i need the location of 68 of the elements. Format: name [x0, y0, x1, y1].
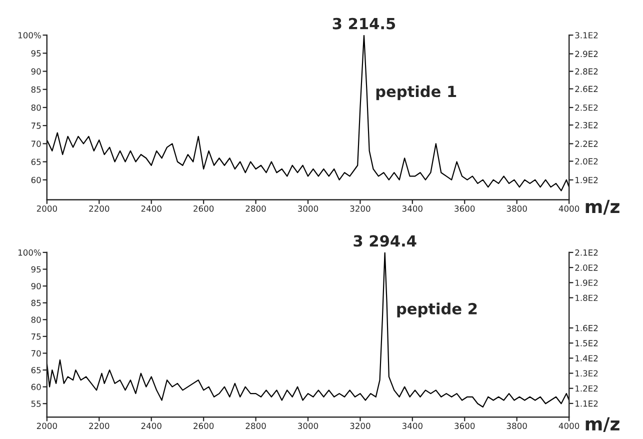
- y-tick-label: 70: [31, 350, 41, 356]
- x-tick-label: 3200: [350, 422, 370, 430]
- x-tick-label: 3800: [506, 205, 527, 212]
- y-tick-label: 75: [31, 334, 41, 340]
- x-tick-label: 2800: [246, 205, 266, 212]
- text: 3 294.4: [354, 235, 416, 247]
- x-tick-label: 2600: [194, 205, 214, 212]
- x-tick-label: 2200: [89, 205, 110, 212]
- x-tick-label: 2400: [141, 422, 162, 430]
- x-tick-label: 3400: [402, 422, 422, 430]
- y2-tick-label: 1.1E2: [576, 400, 598, 407]
- x-axis-title: m/z: [586, 200, 620, 215]
- y2-tick-label: 1.9E2: [576, 280, 598, 286]
- y2-tick-label: 1.2E2: [576, 385, 598, 392]
- y-tick-label: 60: [31, 176, 41, 184]
- y-tick-label: 100%: [18, 249, 41, 256]
- y2-tick-label: 3.1E2: [575, 32, 598, 38]
- x-tick-label: 2000: [36, 205, 57, 212]
- y-tick-label: 90: [31, 283, 41, 290]
- y-tick-label: 65: [31, 366, 41, 374]
- y-tick-label: 100%: [18, 32, 41, 38]
- y2-tick-label: 1.6E2: [576, 324, 598, 332]
- x-tick-label: 2400: [141, 205, 162, 212]
- annotation: peptide 2: [397, 302, 477, 318]
- y-tick-label: 95: [31, 266, 41, 273]
- x-tick-label: 3600: [454, 422, 475, 430]
- y2-tick-label: 2.1E2: [575, 249, 598, 256]
- y2-tick-label: 2.8E2: [575, 68, 598, 75]
- x-tick-label: 3200: [350, 205, 370, 212]
- y2-tick-label: 1.5E2: [576, 340, 598, 346]
- x-tick-label: 2000: [36, 422, 57, 430]
- y2-tick-label: 2.2E2: [575, 140, 598, 147]
- y-tick-label: 85: [31, 300, 41, 306]
- line-series: [46, 252, 570, 408]
- x-tick-label: 2800: [246, 422, 266, 430]
- y2-tick-label: 1.9E2: [576, 176, 598, 184]
- y-tick-label: 60: [31, 384, 41, 390]
- x-tick-label: 3000: [298, 422, 318, 430]
- y2-tick-label: 1.8E2: [576, 294, 598, 302]
- y-tick-label: 75: [31, 122, 41, 129]
- y2-tick-label: 1.3E2: [576, 370, 598, 377]
- y2-tick-label: 2.3E2: [575, 122, 598, 128]
- y-tick-label: 80: [31, 316, 41, 323]
- x-tick-label: 2600: [194, 422, 214, 430]
- y-tick-label: 70: [31, 140, 41, 147]
- y2-tick-label: 2.0E2: [575, 264, 598, 271]
- y-tick-label: 85: [31, 86, 41, 93]
- y-tick-label: 65: [31, 158, 41, 166]
- x-tick-label: 2200: [89, 422, 110, 430]
- x-tick-label: 4000: [558, 205, 580, 212]
- y2-tick-label: 2.0E2: [575, 158, 598, 164]
- line-series: [46, 35, 570, 192]
- y-tick-label: 90: [31, 68, 41, 75]
- y2-tick-label: 1.4E2: [576, 355, 598, 362]
- annotation: peptide 1: [376, 85, 456, 100]
- x-tick-label: 3000: [298, 205, 318, 212]
- text: 3 214.5: [332, 18, 396, 30]
- y2-tick-label: 2.9E2: [575, 50, 598, 58]
- y2-tick-label: 2.5E2: [575, 104, 598, 111]
- y2-tick-label: 2.6E2: [575, 86, 598, 92]
- y-tick-label: 95: [31, 50, 41, 56]
- x-axis-title: m/z: [586, 417, 620, 432]
- y-tick-label: 55: [31, 400, 41, 407]
- x-tick-label: 3400: [402, 205, 422, 212]
- x-tick-label: 4000: [558, 422, 580, 430]
- x-tick-label: 3600: [454, 205, 475, 212]
- x-tick-label: 3800: [506, 422, 527, 430]
- y-tick-label: 80: [31, 104, 41, 111]
